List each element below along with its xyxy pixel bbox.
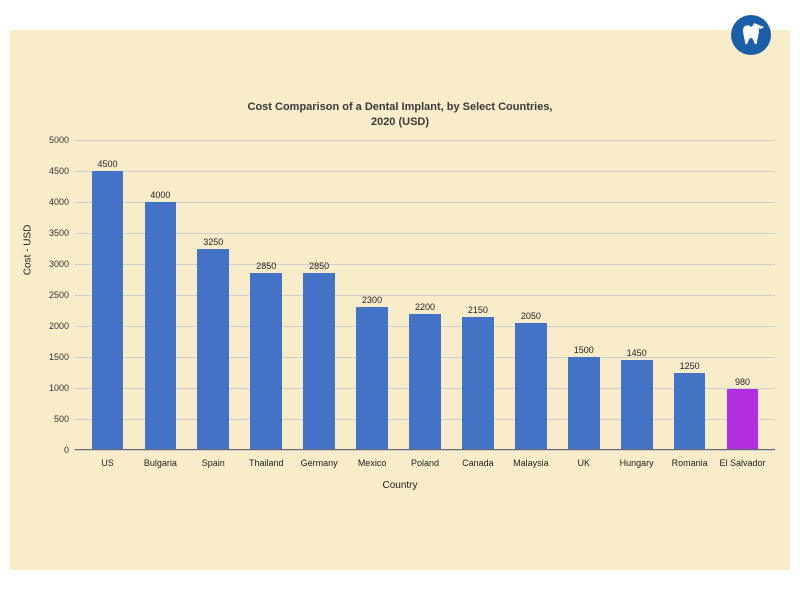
bar-slot: 4000 bbox=[134, 202, 187, 450]
y-tick-label: 3000 bbox=[39, 259, 69, 269]
x-axis-title: Country bbox=[0, 480, 800, 491]
x-tick-label: Bulgaria bbox=[134, 458, 187, 468]
x-tick-label: El Salvador bbox=[716, 458, 769, 468]
bar bbox=[250, 273, 282, 450]
y-tick-label: 5000 bbox=[39, 135, 69, 145]
y-tick-label: 0 bbox=[39, 445, 69, 455]
bar bbox=[356, 307, 388, 450]
bar-slot: 2300 bbox=[346, 307, 399, 450]
bar-value-label: 1500 bbox=[574, 345, 594, 355]
bar-slot: 980 bbox=[716, 389, 769, 450]
bar bbox=[727, 389, 759, 450]
bar bbox=[568, 357, 600, 450]
bars-container: 4500400032502850285023002200215020501500… bbox=[75, 140, 775, 450]
y-tick-label: 3500 bbox=[39, 228, 69, 238]
bar bbox=[515, 323, 547, 450]
bar-value-label: 2200 bbox=[415, 302, 435, 312]
y-tick-label: 2500 bbox=[39, 290, 69, 300]
bar bbox=[674, 373, 706, 451]
x-axis-line bbox=[75, 449, 775, 450]
x-tick-label: Spain bbox=[187, 458, 240, 468]
bar-value-label: 3250 bbox=[203, 237, 223, 247]
bar-slot: 2150 bbox=[451, 317, 504, 450]
bar-slot: 2850 bbox=[293, 273, 346, 450]
y-tick-label: 1000 bbox=[39, 383, 69, 393]
bar-value-label: 980 bbox=[735, 377, 750, 387]
x-tick-label: Hungary bbox=[610, 458, 663, 468]
bar-value-label: 2150 bbox=[468, 305, 488, 315]
bar-slot: 2850 bbox=[240, 273, 293, 450]
plot-area: 0500100015002000250030003500400045005000… bbox=[75, 140, 775, 450]
x-tick-label: Romania bbox=[663, 458, 716, 468]
y-tick-label: 1500 bbox=[39, 352, 69, 362]
x-tick-label: Germany bbox=[293, 458, 346, 468]
bar-slot: 1500 bbox=[557, 357, 610, 450]
bar-value-label: 2850 bbox=[256, 261, 276, 271]
bar-value-label: 2300 bbox=[362, 295, 382, 305]
bar-slot: 4500 bbox=[81, 171, 134, 450]
y-axis-title: Cost - USD bbox=[23, 225, 34, 276]
bar-value-label: 2850 bbox=[309, 261, 329, 271]
bar bbox=[145, 202, 177, 450]
x-tick-label: US bbox=[81, 458, 134, 468]
bar bbox=[462, 317, 494, 450]
dental-travel-logo bbox=[730, 14, 772, 56]
bar bbox=[197, 249, 229, 451]
bar-slot: 1450 bbox=[610, 360, 663, 450]
y-tick-label: 2000 bbox=[39, 321, 69, 331]
y-tick-label: 500 bbox=[39, 414, 69, 424]
bar bbox=[303, 273, 335, 450]
grid-line bbox=[75, 450, 775, 451]
x-tick-label: Malaysia bbox=[504, 458, 557, 468]
bar bbox=[621, 360, 653, 450]
tooth-plane-icon bbox=[730, 14, 772, 56]
bar-value-label: 4000 bbox=[150, 190, 170, 200]
bar-slot: 2050 bbox=[504, 323, 557, 450]
x-tick-label: Mexico bbox=[346, 458, 399, 468]
bar bbox=[92, 171, 124, 450]
bar-value-label: 4500 bbox=[97, 159, 117, 169]
bar-slot: 2200 bbox=[399, 314, 452, 450]
y-tick-label: 4000 bbox=[39, 197, 69, 207]
x-tick-label: UK bbox=[557, 458, 610, 468]
x-tick-label: Thailand bbox=[240, 458, 293, 468]
bar-value-label: 1250 bbox=[680, 361, 700, 371]
y-tick-label: 4500 bbox=[39, 166, 69, 176]
x-tick-label: Poland bbox=[399, 458, 452, 468]
bar bbox=[409, 314, 441, 450]
bar-slot: 1250 bbox=[663, 373, 716, 451]
chart-title: Cost Comparison of a Dental Implant, by … bbox=[0, 100, 800, 131]
bar-value-label: 2050 bbox=[521, 311, 541, 321]
bar-value-label: 1450 bbox=[627, 348, 647, 358]
x-tick-label: Canada bbox=[451, 458, 504, 468]
x-tick-labels: USBulgariaSpainThailandGermanyMexicoPola… bbox=[75, 458, 775, 468]
bar-slot: 3250 bbox=[187, 249, 240, 451]
